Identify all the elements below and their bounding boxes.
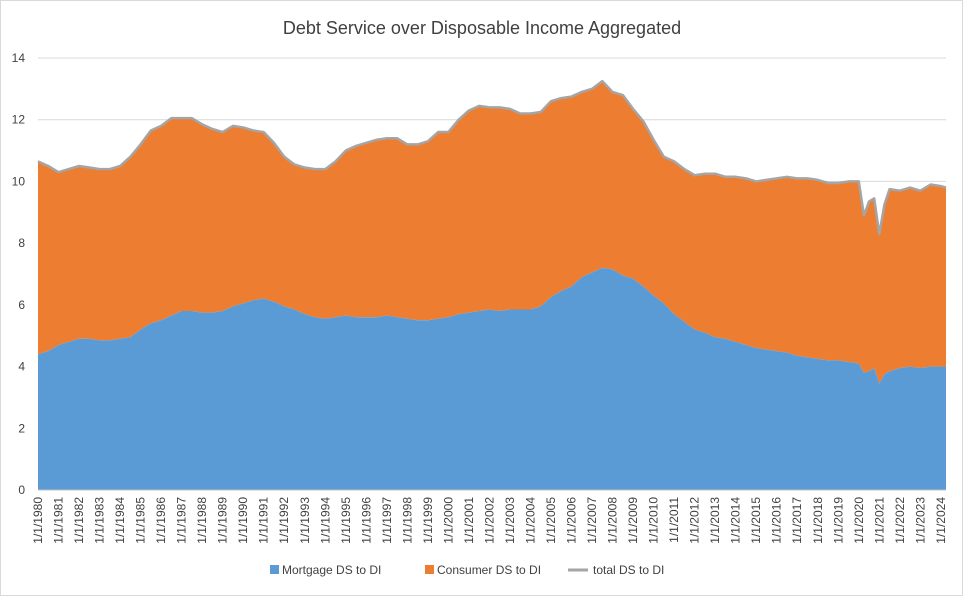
x-tick-label: 1/1/1984 xyxy=(113,497,127,544)
x-tick-label: 1/1/2023 xyxy=(913,497,927,544)
x-tick-label: 1/1/2011 xyxy=(667,497,681,543)
x-tick-label: 1/1/2008 xyxy=(606,497,620,544)
x-tick-label: 1/1/2002 xyxy=(482,497,496,544)
y-tick-label: 12 xyxy=(12,113,26,127)
x-tick-label: 1/1/1980 xyxy=(31,497,45,544)
legend: Mortgage DS to DI Consumer DS to DI total … xyxy=(270,563,664,577)
x-tick-label: 1/1/2006 xyxy=(565,497,579,544)
x-tick-label: 1/1/1985 xyxy=(134,497,148,544)
y-tick-label: 14 xyxy=(12,51,26,65)
y-tick-label: 2 xyxy=(18,421,25,435)
x-tick-label: 1/1/2015 xyxy=(749,497,763,544)
x-tick-label: 1/1/2017 xyxy=(790,497,804,544)
legend-swatch xyxy=(425,565,434,574)
legend-label: total DS to DI xyxy=(593,563,664,577)
plot-area xyxy=(37,79,947,490)
x-tick-label: 1/1/2012 xyxy=(688,497,702,544)
x-tick-label: 1/1/2007 xyxy=(585,497,599,544)
x-tick-label: 1/1/2018 xyxy=(811,497,825,544)
x-tick-label: 1/1/1991 xyxy=(257,497,271,544)
x-tick-label: 1/1/1996 xyxy=(359,497,373,544)
x-tick-label: 1/1/1982 xyxy=(72,497,86,544)
x-tick-label: 1/1/2005 xyxy=(544,497,558,544)
x-tick-label: 1/1/2009 xyxy=(626,497,640,544)
x-tick-label: 1/1/1992 xyxy=(277,497,291,544)
legend-label: Mortgage DS to DI xyxy=(282,563,381,577)
x-tick-label: 1/1/2022 xyxy=(893,497,907,544)
x-tick-label: 1/1/1997 xyxy=(380,497,394,544)
legend-swatch xyxy=(270,565,279,574)
x-tick-label: 1/1/1990 xyxy=(236,497,250,544)
x-tick-label: 1/1/2016 xyxy=(770,497,784,544)
x-tick-label: 1/1/2013 xyxy=(708,497,722,544)
x-tick-label: 1/1/2024 xyxy=(934,497,948,544)
chart-title: Debt Service over Disposable Income Aggr… xyxy=(283,18,681,38)
x-tick-label: 1/1/1995 xyxy=(339,497,353,544)
y-tick-label: 4 xyxy=(18,360,25,374)
y-tick-label: 10 xyxy=(12,174,26,188)
x-tick-label: 1/1/1981 xyxy=(52,497,66,544)
x-tick-label: 1/1/1989 xyxy=(216,497,230,544)
x-tick-label: 1/1/1998 xyxy=(400,497,414,544)
x-tick-label: 1/1/1993 xyxy=(298,497,312,544)
x-tick-label: 1/1/2010 xyxy=(647,497,661,544)
y-tick-label: 8 xyxy=(18,236,25,250)
x-tick-label: 1/1/1983 xyxy=(93,497,107,544)
x-tick-label: 1/1/1999 xyxy=(421,497,435,544)
y-tick-label: 6 xyxy=(18,298,25,312)
x-tick-label: 1/1/2020 xyxy=(852,497,866,544)
y-tick-label: 0 xyxy=(18,483,25,497)
mortgage-area xyxy=(38,267,946,490)
consumer-area xyxy=(38,81,946,384)
x-tick-label: 1/1/2021 xyxy=(872,497,886,544)
x-tick-label: 1/1/1987 xyxy=(175,497,189,544)
x-tick-label: 1/1/1988 xyxy=(195,497,209,544)
x-tick-label: 1/1/2003 xyxy=(503,497,517,544)
total-line xyxy=(37,79,947,236)
x-tick-label: 1/1/1986 xyxy=(154,497,168,544)
x-tick-label: 1/1/2004 xyxy=(523,497,537,544)
x-tick-label: 1/1/2000 xyxy=(441,497,455,544)
x-tick-label: 1/1/2001 xyxy=(462,497,476,544)
axes: 0 2 4 6 8 10 12 14 1/1/1980 1/1/1981 1/1/1982 1/1/1… xyxy=(12,51,948,544)
x-tick-label: 1/1/1994 xyxy=(318,497,332,544)
x-tick-label: 1/1/2014 xyxy=(729,497,743,544)
x-tick-label: 1/1/2019 xyxy=(831,497,845,544)
legend-label: Consumer DS to DI xyxy=(437,563,541,577)
